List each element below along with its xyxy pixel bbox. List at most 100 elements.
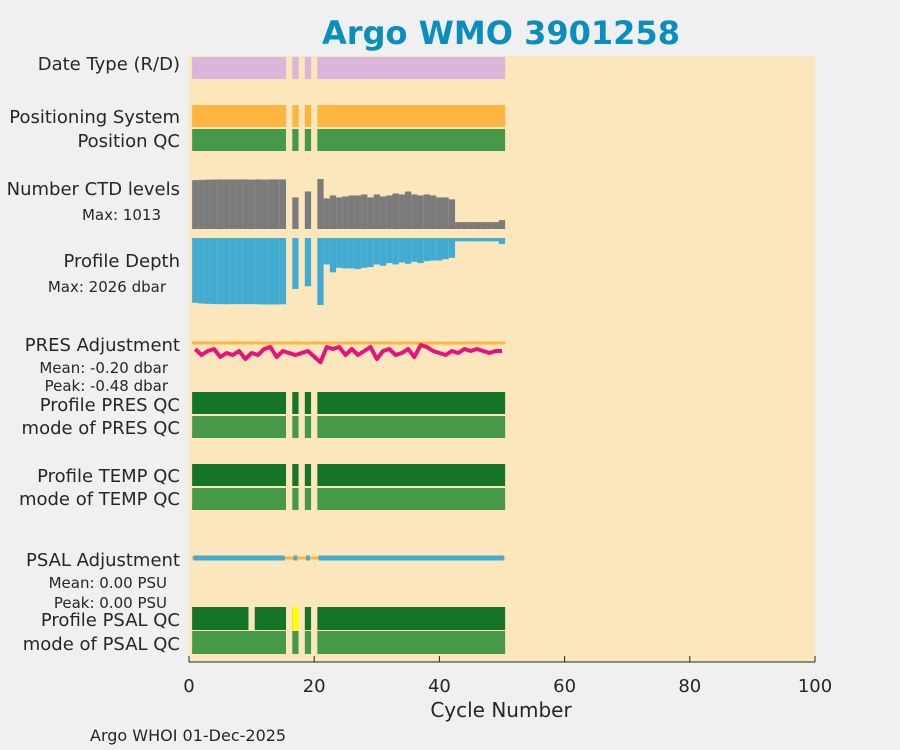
position-qc-band-segment bbox=[292, 129, 299, 151]
ctd-level-bar bbox=[217, 179, 224, 229]
profile-depth-bar bbox=[323, 238, 330, 265]
row-label-mode-pres-qc: mode of PRES QC bbox=[22, 418, 180, 439]
profile-depth-bar bbox=[229, 238, 236, 305]
date-type-band-segment bbox=[292, 57, 299, 79]
ctd-level-bar bbox=[292, 197, 299, 229]
ctd-level-bar bbox=[229, 179, 236, 229]
profile-depth-bar bbox=[430, 238, 437, 261]
profile-depth-bar bbox=[279, 238, 287, 305]
row-label-profile-pres-qc: Profile PRES QC bbox=[40, 395, 180, 416]
ctd-level-bar bbox=[223, 179, 230, 229]
row-label-ctd-max: Max: 1013 bbox=[82, 206, 161, 224]
ctd-level-bar bbox=[492, 222, 499, 229]
profile-depth-bar bbox=[392, 238, 399, 265]
profile-depth-bar bbox=[455, 238, 462, 242]
positioning-band-segment bbox=[192, 105, 287, 127]
date-type-band-segment bbox=[304, 57, 312, 79]
row-label-profile-psal-qc: Profile PSAL QC bbox=[41, 610, 180, 631]
profile-depth-bar bbox=[386, 238, 393, 264]
profile-depth-bar bbox=[304, 238, 312, 287]
ctd-level-bar bbox=[473, 222, 481, 229]
profile-pres-qc-band-segment bbox=[317, 392, 506, 414]
ctd-level-bar bbox=[367, 197, 374, 229]
mode-temp-qc-band-segment bbox=[304, 488, 312, 510]
row-label-mode-temp-qc: mode of TEMP QC bbox=[19, 489, 180, 510]
profile-depth-bar bbox=[461, 238, 468, 242]
profile-depth-bar bbox=[235, 238, 243, 305]
chart-marks bbox=[192, 57, 506, 654]
profile-depth-bar bbox=[342, 238, 349, 269]
ctd-level-bar bbox=[210, 179, 218, 229]
profile-temp-qc-band-segment bbox=[292, 464, 299, 486]
row-label-pres-adjustment: PRES Adjustment bbox=[25, 335, 180, 356]
profile-depth-bar bbox=[486, 238, 493, 242]
ctd-level-bar bbox=[498, 220, 506, 229]
mode-pres-qc-band-segment bbox=[304, 416, 312, 438]
mode-psal-qc-band-segment bbox=[292, 631, 299, 654]
profile-psal-qc-band-segment bbox=[192, 607, 287, 630]
row-label-psal-mean: Mean: 0.00 PSU bbox=[49, 574, 167, 592]
profile-depth-bar bbox=[361, 238, 368, 268]
x-tick-label: 100 bbox=[798, 676, 832, 697]
row-label-positioning: Positioning System bbox=[9, 107, 180, 128]
row-label-psal-adjustment: PSAL Adjustment bbox=[26, 550, 180, 571]
ctd-level-bar bbox=[323, 198, 330, 229]
psal-qc-flag-gap bbox=[248, 607, 255, 630]
profile-depth-bar bbox=[417, 238, 424, 264]
ctd-level-bar bbox=[392, 193, 399, 229]
positioning-band-segment bbox=[317, 105, 506, 127]
profile-depth-bar bbox=[267, 238, 274, 305]
ctd-level-bar bbox=[398, 194, 405, 229]
ctd-level-bar bbox=[417, 195, 424, 229]
x-tick-label: 60 bbox=[553, 676, 576, 697]
profile-depth-bar bbox=[223, 238, 230, 305]
ctd-level-bar bbox=[248, 179, 255, 229]
mode-pres-qc-band-segment bbox=[192, 416, 287, 438]
profile-pres-qc-band-segment bbox=[292, 392, 299, 414]
profile-depth-bar bbox=[480, 238, 487, 242]
ctd-level-bar bbox=[423, 194, 431, 229]
x-tick-label: 0 bbox=[183, 676, 194, 697]
position-qc-band-segment bbox=[304, 129, 312, 151]
mode-pres-qc-band-segment bbox=[292, 416, 299, 438]
x-tick-label: 20 bbox=[303, 676, 326, 697]
profile-depth-bar bbox=[467, 238, 474, 242]
row-labels: Date Type (R/D) Positioning System Positio… bbox=[7, 54, 180, 655]
profile-depth-bar bbox=[329, 238, 337, 273]
psal-qc-flag-yellow bbox=[292, 607, 299, 630]
ctd-level-bar bbox=[480, 222, 487, 229]
row-label-profile-depth: Profile Depth bbox=[63, 251, 180, 272]
profile-depth-bar bbox=[348, 238, 355, 269]
mode-psal-qc-band-segment bbox=[304, 631, 312, 654]
mode-temp-qc-band-segment bbox=[192, 488, 287, 510]
profile-depth-bar bbox=[260, 238, 268, 305]
ctd-level-bar bbox=[373, 194, 380, 229]
ctd-level-bar bbox=[342, 196, 349, 229]
ctd-level-bar bbox=[436, 197, 443, 229]
row-label-psal-peak: Peak: 0.00 PSU bbox=[54, 594, 167, 612]
position-qc-band-segment bbox=[192, 129, 287, 151]
row-label-depth-max: Max: 2026 dbar bbox=[48, 278, 167, 296]
profile-depth-bar bbox=[442, 238, 449, 260]
profile-temp-qc-band-segment bbox=[192, 464, 287, 486]
profile-depth-bar bbox=[317, 238, 324, 305]
date-type-band-segment bbox=[192, 57, 287, 79]
ctd-level-bar bbox=[442, 197, 449, 229]
profile-depth-bar bbox=[398, 238, 405, 263]
profile-depth-bar bbox=[423, 238, 431, 262]
mode-psal-qc-band-segment bbox=[192, 631, 287, 654]
profile-depth-bar bbox=[198, 238, 205, 304]
ctd-level-bar bbox=[329, 195, 337, 229]
profile-depth-bar bbox=[492, 238, 499, 242]
profile-depth-bar bbox=[448, 238, 456, 258]
ctd-level-bar bbox=[336, 197, 343, 229]
profile-depth-bar bbox=[411, 238, 418, 262]
ctd-level-bar bbox=[467, 222, 474, 229]
ctd-level-bar bbox=[204, 179, 211, 229]
plot-area bbox=[189, 56, 815, 662]
profile-depth-bar bbox=[292, 238, 299, 289]
row-label-mode-psal-qc: mode of PSAL QC bbox=[23, 634, 180, 655]
profile-depth-bar bbox=[354, 238, 362, 270]
ctd-level-bar bbox=[448, 199, 456, 229]
